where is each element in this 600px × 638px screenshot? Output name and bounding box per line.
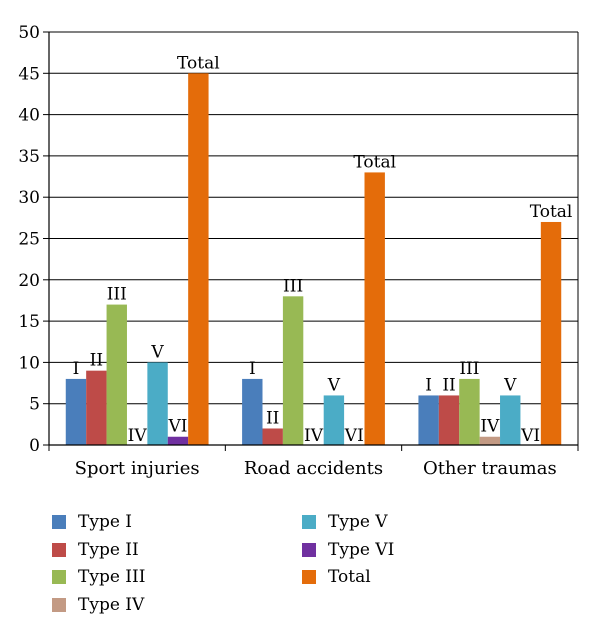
bar-i	[242, 378, 263, 445]
y-tick-label: 10	[18, 353, 40, 373]
y-tick-label: 0	[29, 436, 40, 456]
legend-item: Type III	[52, 567, 145, 587]
bar-vi	[167, 436, 189, 445]
legend: Type I Type II Type III Type IV Type V Type V…	[52, 512, 592, 632]
bar-i	[65, 378, 87, 445]
legend-item: Type II	[52, 540, 139, 560]
data-label: I	[425, 375, 432, 395]
data-label: I	[249, 359, 256, 379]
y-tick-label: 25	[18, 230, 40, 250]
legend-item: Type IV	[52, 595, 144, 615]
bar-ii	[86, 370, 107, 445]
y-tick-label: 35	[18, 147, 40, 167]
data-label: V	[503, 375, 517, 395]
bar-total	[188, 73, 209, 446]
y-tick-label: 5	[29, 395, 40, 415]
bar-iii	[459, 378, 480, 445]
x-category-label: Sport injuries	[75, 458, 200, 479]
data-label: I	[73, 359, 80, 379]
data-label: III	[459, 359, 479, 379]
legend-label: Type V	[328, 512, 388, 532]
x-category-label: Road accidents	[244, 458, 383, 479]
data-label: V	[327, 375, 341, 395]
legend-label: Type I	[78, 512, 133, 532]
legend-swatch	[52, 597, 66, 612]
data-label: Total	[177, 53, 220, 73]
data-label: II	[266, 408, 279, 428]
bar-ii	[438, 395, 460, 445]
y-tick-label: 30	[18, 188, 40, 208]
legend-item: Type VI	[302, 540, 394, 560]
data-label: VI	[167, 417, 187, 437]
bar-total	[364, 172, 385, 446]
bar-v	[323, 395, 345, 445]
legend-swatch	[302, 515, 316, 529]
bar-v	[500, 395, 521, 445]
bar-i	[418, 395, 439, 445]
legend-swatch	[302, 570, 316, 584]
data-label: VI	[344, 426, 364, 446]
legend-label: Type III	[78, 567, 146, 587]
bar-iii	[282, 296, 304, 445]
bar-v	[147, 362, 168, 445]
data-label: IV	[480, 417, 500, 437]
y-tick-label: 15	[18, 312, 40, 332]
data-label: Total	[530, 202, 573, 222]
legend-label: Type VI	[328, 539, 395, 560]
x-category-label: Other traumas	[423, 458, 557, 479]
data-label: II	[90, 351, 103, 371]
y-tick-label: 45	[18, 64, 40, 84]
data-label: V	[150, 342, 164, 362]
legend-swatch	[52, 542, 66, 557]
legend-swatch	[52, 515, 66, 529]
axes: 0 5 10 15 20 25 30 35 40 45 50 Sport injuries Road a…	[18, 23, 579, 479]
data-label: VI	[520, 426, 540, 446]
bar-ii	[262, 428, 283, 445]
legend-swatch	[52, 570, 66, 584]
legend-label: Type IV	[78, 594, 145, 615]
gridlines	[49, 31, 578, 405]
data-label: Total	[353, 152, 396, 172]
y-tick-label: 50	[18, 23, 40, 43]
legend-swatch	[302, 542, 316, 557]
y-tick-label: 20	[18, 271, 40, 291]
data-label: III	[107, 285, 127, 305]
legend-item: Type I	[52, 512, 132, 532]
data-label: IV	[304, 426, 324, 446]
bar-total	[540, 221, 562, 445]
data-label: III	[283, 276, 303, 296]
data-label: IV	[128, 426, 148, 446]
bar-iv	[479, 436, 501, 445]
bar-iii	[106, 304, 127, 445]
bars	[65, 73, 562, 446]
legend-label: Total	[328, 567, 371, 587]
y-tick-label: 40	[18, 106, 40, 126]
legend-item: Type V	[302, 512, 388, 532]
legend-label: Type II	[78, 539, 139, 560]
data-label: II	[442, 375, 455, 395]
legend-item: Total	[302, 567, 371, 587]
